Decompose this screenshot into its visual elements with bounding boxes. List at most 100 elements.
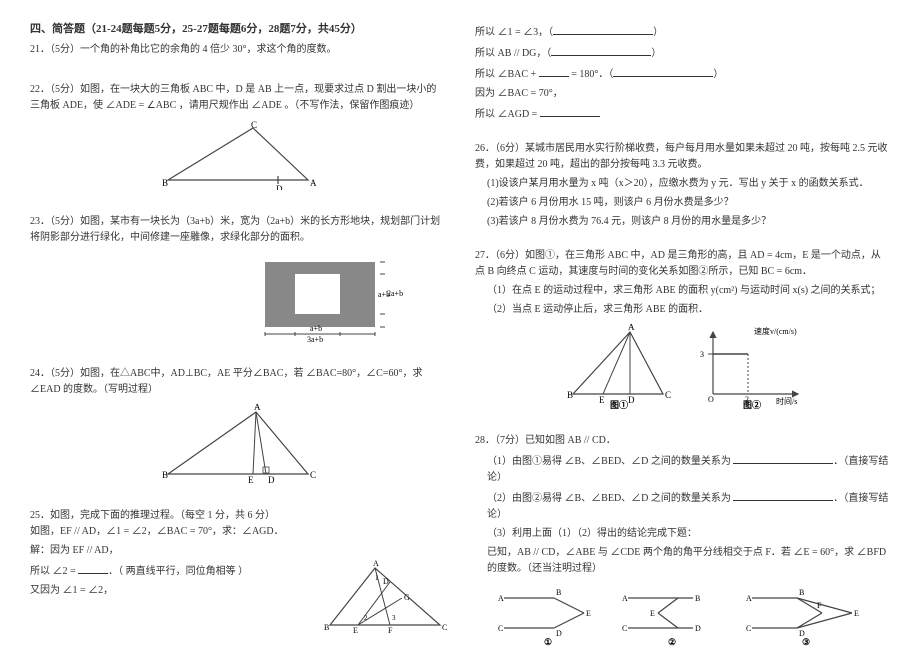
q26-head: 26．（6分）某城市居民用水实行阶梯收费，每户每月用水量如果未超过 20 吨，按… bbox=[475, 141, 890, 173]
q25-s4: 所以 ∠1 = ∠3，（） bbox=[475, 23, 890, 41]
svg-text:D: D bbox=[695, 624, 701, 633]
q25-s7: 因为 ∠BAC = 70°， bbox=[475, 86, 890, 102]
q28-p4: 已知，AB // CD，∠ABE 与 ∠CDE 两个角的角平分线相交于点 F．若… bbox=[487, 545, 890, 577]
q25-head: 25．如图，完成下面的推理过程。（每空 1 分，共 6 分） bbox=[30, 508, 445, 524]
question-26: 26．（6分）某城市居民用水实行阶梯收费，每户每月用水量如果未超过 20 吨，按… bbox=[475, 141, 890, 230]
svg-text:C: C bbox=[498, 624, 503, 633]
q27-head: 27．（6分）如图①，在三角形 ABC 中，AD 是三角形的高，且 AD = 4… bbox=[475, 248, 890, 280]
q28-figure: A B C D E ① A B C D E ② bbox=[475, 583, 890, 648]
q27-p2: （2）当点 E 运动停止后，求三角形 ABE 的面积． bbox=[487, 302, 890, 318]
q24-text: 24．（5分）如图，在△ABC中，AD⊥BC，AE 平分∠BAC，若 ∠BAC=… bbox=[30, 366, 445, 398]
q28-p2: （2）由图②易得 ∠B、∠BED、∠D 之间的数量关系为 ．（直接写结论） bbox=[487, 489, 890, 523]
svg-text:E: E bbox=[586, 609, 591, 618]
question-24: 24．（5分）如图，在△ABC中，AD⊥BC，AE 平分∠BAC，若 ∠BAC=… bbox=[30, 366, 445, 490]
svg-text:G: G bbox=[404, 593, 410, 602]
svg-text:速度v/(cm/s): 速度v/(cm/s) bbox=[754, 326, 797, 336]
svg-text:B: B bbox=[695, 594, 700, 603]
q25-blank-6 bbox=[540, 105, 600, 117]
svg-text:A: A bbox=[628, 324, 635, 332]
q28-head: 28．（7分）已知如图 AB // CD． bbox=[475, 433, 890, 449]
svg-text:A: A bbox=[310, 178, 317, 188]
q21-text: 21．（5分）一个角的补角比它的余角的 4 倍少 30°，求这个角的度数。 bbox=[30, 42, 445, 58]
q25-figure: B C A D G E F 1 2 3 bbox=[320, 560, 450, 635]
question-28: 28．（7分）已知如图 AB // CD． （1）由图①易得 ∠B、∠BED、∠… bbox=[475, 433, 890, 654]
left-column: 四、简答题（21-24题每题5分，25-27题每题6分，28题7分，共45分） … bbox=[30, 20, 445, 618]
svg-text:B: B bbox=[324, 623, 329, 632]
question-25-cont: 所以 ∠1 = ∠3，（） 所以 AB // DG，（） 所以 ∠BAC + =… bbox=[475, 20, 890, 123]
svg-text:A: A bbox=[254, 404, 261, 412]
svg-text:E: E bbox=[599, 395, 605, 405]
svg-text:F: F bbox=[388, 626, 393, 635]
svg-text:②: ② bbox=[668, 637, 676, 647]
svg-text:D: D bbox=[268, 475, 275, 484]
svg-text:E: E bbox=[353, 626, 358, 635]
svg-text:时间/s: 时间/s bbox=[776, 396, 797, 406]
svg-text:C: C bbox=[665, 390, 671, 400]
svg-text:2: 2 bbox=[364, 614, 368, 622]
q24-figure: B C A E D bbox=[30, 404, 445, 484]
q25-given: 如图，EF // AD，∠1 = ∠2，∠BAC = 70°，求：∠AGD． bbox=[30, 524, 445, 540]
q27-p1: （1）在点 E 的运动过程中，求三角形 ABE 的面积 y(cm²) 与运动时间… bbox=[487, 283, 890, 299]
question-21: 21．（5分）一个角的补角比它的余角的 4 倍少 30°，求这个角的度数。 bbox=[30, 42, 445, 64]
q25-s1: 解：因为 EF // AD， bbox=[30, 543, 445, 559]
svg-text:D: D bbox=[556, 629, 562, 638]
svg-text:D: D bbox=[628, 395, 635, 405]
q25-blank-2 bbox=[553, 23, 653, 35]
svg-text:A: A bbox=[373, 560, 379, 568]
svg-text:③: ③ bbox=[802, 637, 810, 647]
svg-text:A: A bbox=[622, 594, 628, 603]
q25-blank-5 bbox=[613, 65, 713, 77]
q28-p3: （3）利用上面（1）（2）得出的结论完成下题： bbox=[487, 526, 890, 542]
svg-text:图①: 图① bbox=[610, 399, 628, 409]
question-23: 23．（5分）如图，某市有一块长为（3a+b）米，宽为（2a+b）米的长方形地块… bbox=[30, 214, 445, 348]
section-title: 四、简答题（21-24题每题5分，25-27题每题6分，28题7分，共45分） bbox=[30, 20, 445, 36]
svg-text:B: B bbox=[799, 588, 804, 597]
svg-text:3: 3 bbox=[392, 614, 396, 622]
q25-blank-4 bbox=[539, 65, 569, 77]
right-column: 所以 ∠1 = ∠3，（） 所以 AB // DG，（） 所以 ∠BAC + =… bbox=[475, 20, 890, 618]
svg-text:图②: 图② bbox=[743, 399, 761, 409]
svg-text:C: C bbox=[746, 624, 751, 633]
svg-text:A: A bbox=[498, 594, 504, 603]
svg-text:a+b: a+b bbox=[378, 290, 390, 299]
svg-text:D: D bbox=[383, 577, 389, 586]
svg-text:a+b: a+b bbox=[310, 324, 322, 333]
svg-text:C: C bbox=[622, 624, 627, 633]
svg-text:1: 1 bbox=[375, 574, 379, 582]
q28-blank-1 bbox=[733, 452, 833, 464]
svg-text:B: B bbox=[567, 390, 573, 400]
q26-p1: (1)设该户某月用水量为 x 吨（x＞20），应缴水费为 y 元．写出 y 关于… bbox=[487, 176, 890, 192]
svg-text:B: B bbox=[162, 178, 168, 188]
svg-text:3: 3 bbox=[700, 350, 704, 359]
q25-s6: 所以 ∠BAC + = 180°．（） bbox=[475, 65, 890, 83]
svg-text:E: E bbox=[650, 609, 655, 618]
q26-p3: (3)若该户 8 月份水费为 76.4 元，则该户 8 月份的用水量是多少？ bbox=[487, 214, 890, 230]
svg-text:C: C bbox=[310, 470, 316, 480]
q22-text: 22．（5分）如图，在一块大的三角板 ABC 中，D 是 AB 上一点，现要求过… bbox=[30, 82, 445, 114]
svg-text:E: E bbox=[248, 475, 254, 484]
svg-text:O: O bbox=[708, 395, 714, 404]
q23-text: 23．（5分）如图，某市有一块长为（3a+b）米，宽为（2a+b）米的长方形地块… bbox=[30, 214, 445, 246]
svg-text:C: C bbox=[442, 623, 447, 632]
q25-blank-1 bbox=[78, 562, 108, 574]
svg-text:D: D bbox=[276, 184, 283, 190]
svg-text:①: ① bbox=[544, 637, 552, 647]
q25-s5: 所以 AB // DG，（） bbox=[475, 44, 890, 62]
q22-figure: B A C D bbox=[30, 120, 445, 190]
svg-text:E: E bbox=[854, 609, 859, 618]
question-22: 22．（5分）如图，在一块大的三角板 ABC 中，D 是 AB 上一点，现要求过… bbox=[30, 82, 445, 196]
svg-text:B: B bbox=[162, 470, 168, 480]
svg-text:C: C bbox=[251, 120, 257, 130]
svg-text:B: B bbox=[556, 588, 561, 597]
question-27: 27．（6分）如图①，在三角形 ABC 中，AD 是三角形的高，且 AD = 4… bbox=[475, 248, 890, 415]
q25-blank-3 bbox=[551, 44, 651, 56]
q28-p1: （1）由图①易得 ∠B、∠BED、∠D 之间的数量关系为 ．（直接写结论） bbox=[487, 452, 890, 486]
q28-blank-2 bbox=[733, 489, 833, 501]
svg-text:3a+b: 3a+b bbox=[307, 335, 323, 342]
q27-figure: A B C E D 图① 3 O 2 速度v/(cm/s) 时间/s 图② bbox=[475, 324, 890, 409]
q26-p2: (2)若该户 6 月份用水 15 吨，则该户 6 月份水费是多少？ bbox=[487, 195, 890, 211]
q25-s8: 所以 ∠AGD = bbox=[475, 105, 890, 123]
q23-figure: 2a+b a+b a+b 3a+b bbox=[30, 252, 445, 342]
svg-text:A: A bbox=[746, 594, 752, 603]
svg-text:F: F bbox=[817, 601, 822, 610]
